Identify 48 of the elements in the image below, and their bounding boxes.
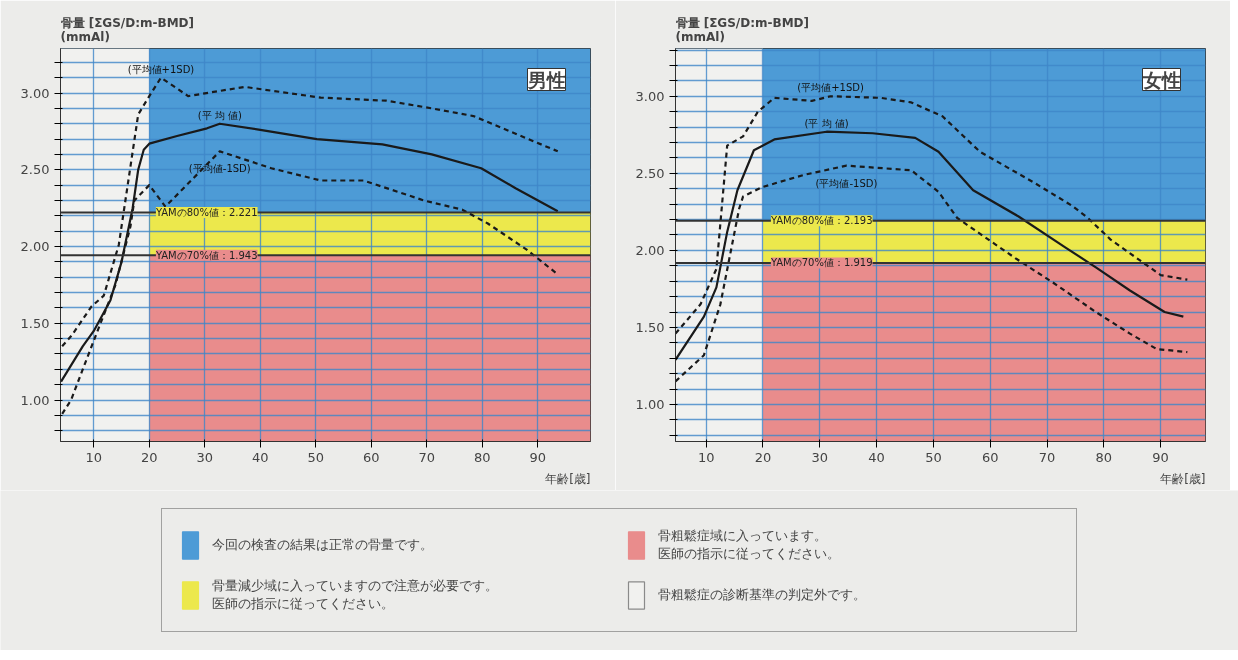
x-tick-label: 60 (363, 449, 380, 465)
x-tick-label: 50 (307, 449, 325, 465)
x-tick-label: 30 (196, 449, 214, 465)
ref-line-label: YAMの70%値：1.943 (154, 249, 258, 261)
line-series (675, 130, 1185, 361)
ref-line-label: YAMの80%値：2.193 (769, 215, 873, 227)
ref-line-label: YAMの70%値：1.919 (769, 257, 873, 269)
y-tick-label: 1.50 (20, 315, 50, 331)
y-tick-label: 1.00 (635, 397, 665, 413)
x-tick-label: 70 (1038, 449, 1056, 465)
x-tick-label: 10 (85, 449, 103, 465)
x-tick-label: 20 (141, 449, 158, 465)
x-tick-label: 80 (1095, 449, 1113, 465)
y-tick-label: 2.50 (20, 162, 50, 178)
y-tick-label: 2.00 (635, 242, 665, 258)
x-tick-label: 20 (754, 449, 772, 465)
y-axis-title: 骨量 [ΣGS/D:m-BMD] (mmAl) (60, 15, 195, 44)
series-label: (平 均 値) (804, 117, 849, 129)
x-tick-label: 40 (868, 449, 885, 465)
series-label: (平均値-1SD) (815, 177, 878, 189)
y-tick-label: 2.50 (635, 165, 665, 181)
x-tick-label: 90 (529, 449, 547, 465)
x-axis-title: 年齢[歳] (545, 471, 591, 486)
y-tick-label: 2.00 (20, 239, 50, 255)
series-label: (平均値+1SD) (797, 82, 864, 94)
y-tick-label: 3.00 (635, 88, 665, 104)
line-series (675, 95, 1189, 335)
line-series (675, 164, 1189, 383)
x-tick-label: 70 (418, 449, 436, 465)
x-tick-label: 40 (252, 449, 269, 465)
ref-line-label: YAMの80%値：2.221 (154, 207, 258, 219)
x-tick-label: 80 (474, 449, 491, 465)
x-tick-label: 90 (1152, 449, 1169, 465)
legend-label: 骨粗鬆症域に入っています。医師の指示に従ってください。 (658, 527, 841, 563)
legend-label: 今回の検査の結果は正常の骨量です。 (212, 536, 434, 554)
x-tick-label: 10 (697, 449, 715, 465)
legend-label: 骨粗鬆症の診断基準の判定外です。 (658, 586, 867, 604)
x-tick-label: 30 (811, 449, 829, 465)
legend-label: 骨量減少域に入っていますので注意が必要です。医師の指示に従ってください。 (212, 577, 499, 613)
x-axis-title: 年齢[歳] (1160, 471, 1206, 486)
series-label: (平 均 値) (197, 109, 242, 121)
series-label: (平均値-1SD) (188, 163, 251, 175)
y-tick-label: 1.00 (20, 392, 50, 408)
x-tick-label: 50 (925, 449, 942, 465)
y-axis-title: 骨量 [ΣGS/D:m-BMD] (mmAl) (675, 15, 810, 44)
x-tick-label: 60 (981, 449, 999, 465)
y-tick-label: 3.00 (20, 85, 50, 101)
y-tick-label: 1.50 (635, 319, 665, 335)
